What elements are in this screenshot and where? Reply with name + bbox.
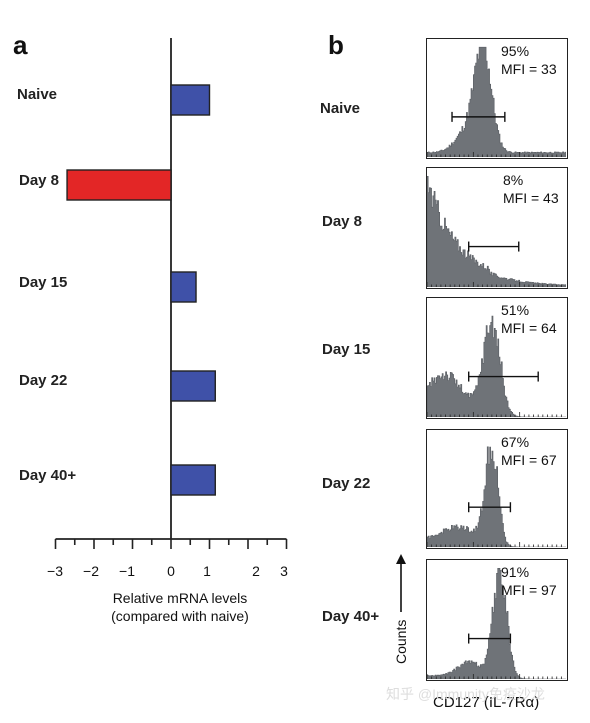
bar-day8: [66, 169, 172, 201]
counts-axis: Counts: [393, 554, 409, 664]
cd127-axis-label: CD127 (IL-7Rα): [433, 694, 540, 711]
x-tick-label: 2: [252, 563, 260, 579]
hist-percent: 8%: [503, 172, 524, 188]
counts-arrow-head: [396, 554, 406, 564]
histogram-naive: 95% MFI = 33: [426, 38, 568, 159]
hist-row-label-day22: Day 22: [322, 475, 371, 492]
hist-mfi: MFI = 64: [501, 320, 557, 336]
bar-row-label-day22: Day 22: [19, 372, 68, 389]
counts-label: Counts: [393, 620, 409, 664]
histogram-day15: 51% MFI = 64: [426, 297, 568, 419]
x-tick-label: −3: [47, 563, 63, 579]
hist-row-label-day15: Day 15: [322, 341, 371, 358]
x-axis-title-line1: Relative mRNA levels: [112, 590, 248, 606]
bar-chart: [54, 38, 288, 549]
hist-percent: 67%: [501, 434, 530, 450]
histogram-plot: [427, 446, 566, 547]
x-tick-label: 0: [167, 563, 175, 579]
hist-row-label-day40: Day 40+: [322, 608, 380, 625]
x-axis-title-line2: (compared with naive): [111, 608, 249, 624]
hist-row-label-naive: Naive: [320, 100, 361, 117]
hist-mfi: MFI = 33: [501, 61, 557, 77]
panel-a-label: a: [13, 30, 28, 60]
watermark: 知乎 @Immunity免疫沙龙: [386, 686, 545, 702]
bar-day15: [170, 271, 197, 303]
x-tick-label: 3: [280, 563, 288, 579]
hist-mfi: MFI = 67: [501, 452, 557, 468]
histogram-plot: [427, 46, 566, 157]
hist-mfi: MFI = 43: [503, 190, 559, 206]
hist-mfi: MFI = 97: [501, 582, 557, 598]
bar-naive: [170, 84, 211, 116]
histogram-plot: [427, 176, 566, 287]
bar-row-label-naive: Naive: [17, 86, 58, 103]
histogram-area: [427, 176, 566, 287]
bar-day22: [170, 370, 216, 402]
hist-percent: 95%: [501, 43, 530, 59]
histogram-day8: 8% MFI = 43: [426, 167, 568, 289]
histogram-plot: [427, 315, 566, 417]
histogram-area: [427, 46, 566, 157]
x-tick-label: 1: [203, 563, 211, 579]
panel-b-label: b: [328, 30, 344, 60]
histogram-day40: 91% MFI = 97: [426, 559, 568, 681]
histogram-area: [427, 315, 566, 417]
hist-percent: 51%: [501, 302, 530, 318]
histogram-area: [427, 446, 566, 547]
bar-day40: [170, 464, 216, 496]
x-axis-title: Relative mRNA levels (compared with naiv…: [80, 589, 280, 625]
hist-row-label-day8: Day 8: [322, 213, 363, 230]
x-tick-label: −2: [83, 563, 99, 579]
bar-row-label-day15: Day 15: [19, 274, 68, 291]
histogram-area: [427, 568, 566, 679]
histogram-plot: [427, 568, 566, 679]
bar-row-label-day40: Day 40+: [19, 467, 77, 484]
hist-percent: 91%: [501, 564, 530, 580]
bar-row-label-day8: Day 8: [19, 172, 60, 189]
histogram-day22: 67% MFI = 67: [426, 429, 568, 549]
x-tick-label: −1: [119, 563, 135, 579]
